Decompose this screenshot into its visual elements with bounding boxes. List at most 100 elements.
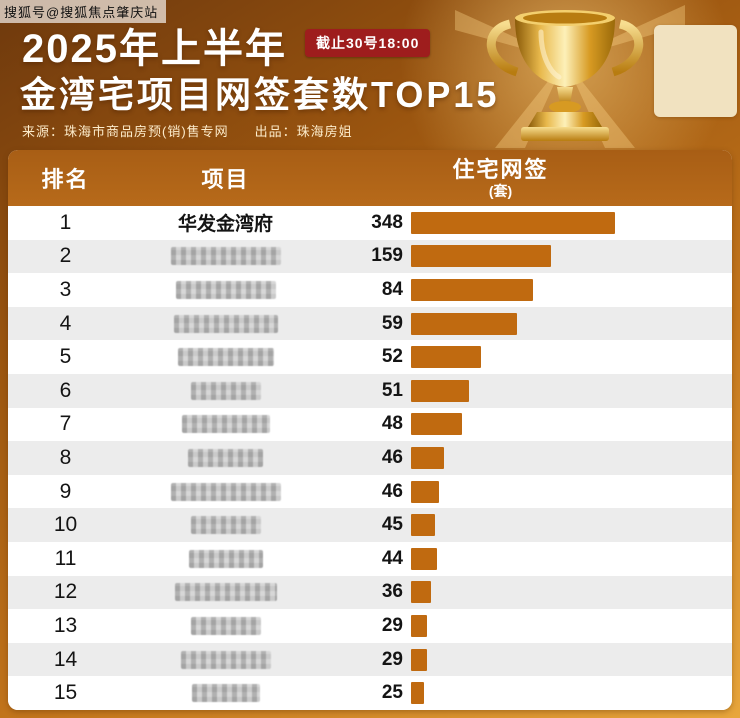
project-name: 华发金湾府 <box>177 214 273 236</box>
rank-cell: 8 <box>59 445 72 469</box>
col-header-project: 项目 <box>201 167 250 192</box>
project-name <box>123 682 328 704</box>
blurred-project-name <box>188 549 263 568</box>
blurred-project-name <box>190 381 261 400</box>
blurred-project-name <box>170 482 281 501</box>
table-row: 13 29 <box>8 609 732 643</box>
signing-count: 25 <box>381 682 403 704</box>
blurred-project-name <box>174 583 277 602</box>
deadline-badge: 截止30号18:00 <box>304 29 431 57</box>
blurred-project-name <box>181 415 270 434</box>
rank-cell: 4 <box>59 311 72 335</box>
table-body: 1 华发金湾府 348 2 159 3 84 4 59 5 52 6 51 7 … <box>8 206 732 710</box>
blurred-project-name <box>188 448 263 467</box>
project-name <box>123 481 328 503</box>
value-bar <box>411 581 431 604</box>
value-bar <box>411 346 481 369</box>
signing-count: 46 <box>381 480 403 502</box>
project-name <box>123 581 328 603</box>
title-year: 2025年上半年 <box>22 27 287 71</box>
blurred-project-name <box>190 616 261 635</box>
project-name <box>123 245 328 267</box>
rank-cell: 11 <box>54 546 77 570</box>
header: 2025年上半年 截止30号18:00 金湾宅项目网签套数TOP15 来源：珠海市… <box>0 0 740 150</box>
blurred-project-name <box>170 247 281 266</box>
producer-text: 出品：珠海房姐 <box>254 124 353 139</box>
rank-cell: 10 <box>53 513 78 537</box>
rank-cell: 2 <box>59 244 72 268</box>
table-row: 10 45 <box>8 508 732 542</box>
table-row: 12 36 <box>8 575 732 610</box>
signing-count: 29 <box>381 648 403 670</box>
table-row: 8 46 <box>8 441 732 475</box>
col-header-rank: 排名 <box>41 167 90 192</box>
project-name <box>123 649 328 671</box>
blurred-project-name <box>177 348 274 367</box>
rank-cell: 9 <box>59 479 72 503</box>
value-bar <box>411 278 533 301</box>
table-header-row: 排名 项目 住宅网签 (套) <box>8 150 732 206</box>
table-row: 14 29 <box>8 642 732 677</box>
project-name <box>123 380 328 402</box>
blurred-project-name <box>190 516 261 535</box>
table-row: 3 84 <box>8 273 732 307</box>
blurred-project-name <box>180 650 271 669</box>
table-row: 5 52 <box>8 340 732 374</box>
table-row: 6 51 <box>8 373 732 408</box>
blurred-project-name <box>173 314 278 333</box>
value-bar <box>411 312 517 335</box>
signing-count: 348 <box>371 211 403 233</box>
project-name <box>123 447 328 469</box>
rank-cell: 6 <box>59 378 72 402</box>
rank-cell: 13 <box>53 613 78 637</box>
table-row: 2 159 <box>8 239 732 274</box>
signing-count: 29 <box>381 614 403 636</box>
signing-count: 84 <box>381 278 403 300</box>
signing-count: 159 <box>371 245 403 267</box>
signing-count: 36 <box>381 581 403 603</box>
source-line: 来源：珠海市商品房预(销)售专网 出品：珠海房姐 <box>22 121 353 140</box>
blurred-project-name <box>175 280 276 299</box>
signing-count: 52 <box>381 346 403 368</box>
table-row: 7 48 <box>8 407 732 442</box>
table-row: 1 华发金湾府 348 <box>8 206 732 240</box>
qr-placeholder <box>654 25 737 117</box>
value-bar <box>411 514 435 537</box>
table-row: 11 44 <box>8 541 732 576</box>
table-row: 9 46 <box>8 474 732 509</box>
signing-count: 48 <box>381 413 403 435</box>
project-name <box>123 615 328 637</box>
watermark: 搜狐号@搜狐焦点肇庆站 <box>0 0 167 23</box>
rank-cell: 15 <box>53 681 78 705</box>
signing-count: 46 <box>381 446 403 468</box>
rank-cell: 3 <box>59 277 72 301</box>
project-name <box>123 514 328 536</box>
project-name <box>123 346 328 368</box>
signing-count: 59 <box>381 312 403 334</box>
table-row: 4 59 <box>8 306 732 341</box>
value-bar <box>411 446 444 469</box>
rank-cell: 5 <box>59 345 72 369</box>
signing-count: 44 <box>381 547 403 569</box>
signing-count: 45 <box>381 514 403 536</box>
value-bar <box>411 413 462 436</box>
source-text: 来源：珠海市商品房预(销)售专网 <box>22 124 229 139</box>
value-bar <box>411 648 427 671</box>
value-bar <box>411 211 615 234</box>
value-bar <box>411 547 437 570</box>
rank-cell: 12 <box>53 580 78 604</box>
signing-count: 51 <box>381 379 403 401</box>
blurred-project-name <box>191 684 260 703</box>
value-bar <box>411 682 424 705</box>
value-bar <box>411 245 551 268</box>
project-name <box>123 413 328 435</box>
table-row: 15 25 <box>8 676 732 710</box>
value-bar <box>411 614 427 637</box>
project-name <box>123 313 328 335</box>
rank-cell: 14 <box>53 647 78 671</box>
ranking-table: 排名 项目 住宅网签 (套) 1 华发金湾府 348 2 159 3 84 4 … <box>8 150 732 710</box>
project-name <box>123 548 328 570</box>
rank-cell: 1 <box>59 210 72 234</box>
project-name <box>123 279 328 301</box>
